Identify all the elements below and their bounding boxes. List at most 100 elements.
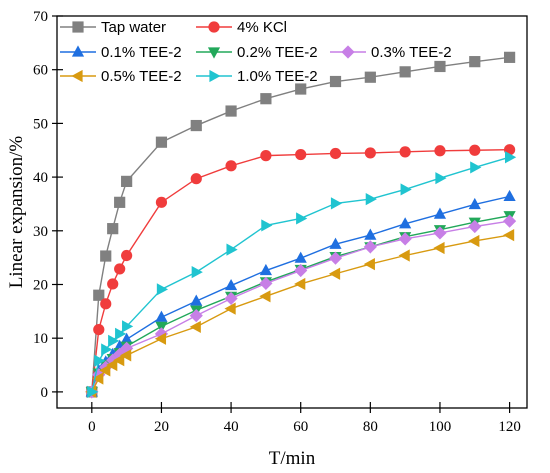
data-point — [434, 60, 446, 73]
data-point — [190, 119, 202, 132]
data-point — [294, 263, 308, 278]
y-tick-label: 0 — [41, 385, 49, 401]
data-point — [114, 196, 126, 208]
legend-item: 0.3% TEE-2 — [330, 44, 452, 61]
x-tick-label: 0 — [88, 419, 96, 435]
x-tick-label: 20 — [154, 419, 169, 435]
data-point — [155, 310, 168, 322]
data-point — [364, 71, 376, 83]
data-point — [363, 257, 375, 271]
data-point — [115, 327, 127, 340]
data-point — [154, 332, 167, 345]
series-4-kcl — [86, 144, 516, 398]
x-tick-label: 80 — [363, 419, 378, 435]
y-tick-label: 20 — [33, 277, 48, 293]
data-point — [94, 354, 106, 367]
legend-label: 4% KCl — [237, 19, 287, 36]
legend-label: 0.1% TEE-2 — [101, 44, 182, 61]
x-tick-label: 120 — [498, 419, 521, 435]
y-tick-label: 10 — [33, 331, 48, 347]
data-point — [224, 291, 238, 306]
x-tick-label: 100 — [429, 419, 452, 435]
data-point — [503, 189, 516, 202]
data-point — [435, 172, 447, 185]
x-axis-title: T/min — [269, 448, 316, 469]
series-tap-water — [86, 51, 516, 398]
data-point — [113, 347, 127, 361]
data-point — [113, 354, 125, 367]
data-point — [328, 267, 341, 280]
data-point — [295, 83, 307, 95]
series-0-3-tee-2 — [85, 214, 517, 399]
data-point — [93, 324, 105, 336]
data-point — [504, 151, 517, 164]
y-tick-label: 70 — [33, 9, 48, 25]
legend-item: 4% KCl — [196, 19, 287, 36]
data-point — [120, 349, 132, 362]
data-point — [398, 232, 412, 246]
series-0-5-tee-2 — [85, 228, 515, 398]
data-point — [294, 277, 306, 291]
data-point — [120, 332, 133, 344]
data-point — [93, 289, 105, 301]
data-point — [121, 249, 133, 262]
data-point — [189, 309, 203, 323]
data-point — [295, 148, 307, 161]
legend-item: 0.5% TEE-2 — [60, 68, 182, 85]
legend-label: 0.2% TEE-2 — [237, 44, 318, 61]
data-point — [329, 147, 342, 160]
data-point — [363, 240, 377, 254]
y-tick-label: 60 — [33, 63, 48, 79]
data-point — [398, 249, 410, 262]
data-point — [400, 183, 412, 196]
legend-marker — [207, 47, 221, 59]
x-tick-label: 60 — [293, 419, 308, 435]
data-point — [259, 276, 273, 291]
legend-label: 1.0% TEE-2 — [237, 68, 318, 85]
data-point — [364, 147, 376, 159]
data-point — [469, 144, 481, 156]
legend: Tap water 4% KCl 0.1% TEE-2 0.2% TEE-2 0.3% … — [60, 19, 452, 85]
data-point — [92, 372, 104, 385]
data-point — [225, 105, 237, 117]
data-point — [100, 298, 112, 310]
data-point — [122, 320, 134, 333]
data-point — [224, 302, 236, 315]
data-point — [433, 207, 447, 219]
data-point — [502, 228, 515, 242]
legend-label: 0.3% TEE-2 — [371, 44, 452, 61]
data-point — [434, 145, 446, 157]
data-point — [156, 283, 169, 296]
data-point — [114, 263, 126, 275]
data-point — [261, 219, 273, 232]
data-point — [399, 146, 411, 158]
data-point — [190, 173, 202, 185]
data-point — [225, 160, 237, 172]
data-point — [107, 223, 119, 235]
data-point — [155, 136, 168, 148]
data-point — [470, 161, 482, 174]
data-point — [468, 197, 481, 210]
data-point — [469, 56, 481, 68]
data-point — [468, 219, 482, 234]
data-point — [468, 234, 480, 248]
data-point — [502, 214, 517, 228]
y-tick-label: 40 — [33, 170, 48, 186]
data-point — [190, 294, 203, 306]
legend-label: Tap water — [101, 19, 166, 36]
plot-frame — [56, 15, 528, 409]
data-point — [330, 197, 343, 210]
data-point — [99, 364, 111, 377]
series-1-0-tee-2 — [87, 151, 517, 398]
axes: 0 10 20 30 40 50 60 70 0 20 40 60 80 100 120 — [33, 9, 528, 435]
data-point — [260, 150, 272, 162]
data-point — [329, 75, 342, 88]
legend-item: 0.1% TEE-2 — [60, 44, 182, 61]
data-point — [224, 278, 238, 291]
data-point — [106, 358, 118, 372]
data-point — [259, 290, 271, 303]
series-0-2-tee-2 — [85, 211, 516, 399]
data-point — [364, 228, 377, 240]
